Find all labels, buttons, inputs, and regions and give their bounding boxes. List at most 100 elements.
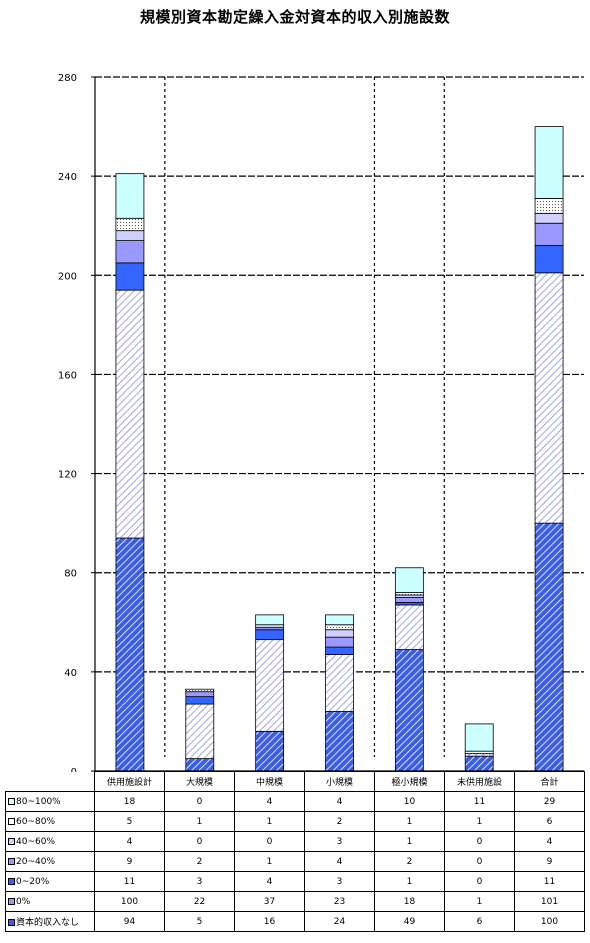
y-tick-label: 40 [64, 668, 77, 679]
column-header: 大規模 [164, 771, 235, 792]
y-tick-label: 280 [58, 73, 77, 84]
table-cell: 1 [234, 811, 305, 832]
bar-segment [325, 624, 354, 631]
table-cell: 0 [164, 791, 235, 812]
table-row: 40~60% 4 0 0 3 1 0 4 [5, 831, 585, 852]
table-row: 0% 100 22 37 23 18 1 101 [5, 891, 585, 912]
table-cell: 4 [234, 871, 305, 892]
table-row: 20~40% 9 2 1 4 2 0 9 [5, 851, 585, 872]
row-header: 80~100% [5, 791, 95, 812]
row-header: 0% [5, 891, 95, 912]
bar-segment [115, 217, 145, 232]
table-cell: 1 [444, 891, 515, 912]
bar-segment [115, 230, 145, 241]
bar-segment [325, 711, 354, 772]
table-cell: 29 [514, 791, 585, 812]
table-cell: 3 [304, 871, 375, 892]
bar-segment [534, 222, 564, 246]
bar-segment [255, 614, 285, 626]
legend-swatch [8, 797, 15, 805]
table-cell: 4 [94, 831, 165, 852]
column-header: 合計 [514, 771, 585, 792]
legend-swatch [8, 857, 15, 865]
bar-segment [115, 289, 145, 539]
row-label: 0% [16, 896, 31, 907]
table-cell: 4 [304, 851, 375, 872]
bar-segment [534, 272, 564, 524]
bar-segment [534, 522, 564, 772]
table-cell: 23 [304, 891, 375, 912]
table-cell: 0 [444, 831, 515, 852]
legend-swatch [8, 877, 15, 885]
row-label: 60~80% [16, 816, 55, 827]
table-cell: 11 [444, 791, 515, 812]
bar-segment [185, 696, 215, 705]
bar-segment [325, 636, 354, 648]
bar-segment [115, 173, 145, 219]
table-cell: 11 [94, 871, 165, 892]
bar-segment [255, 639, 285, 732]
table-cell: 9 [514, 851, 585, 872]
column-header: 中規模 [234, 771, 305, 792]
table-row: 0~20% 11 3 4 3 1 0 11 [5, 871, 585, 892]
bar-segment [325, 629, 354, 638]
bar-segment [534, 212, 564, 224]
table-cell: 4 [304, 791, 375, 812]
table-cell: 101 [514, 891, 585, 912]
table-cell: 6 [444, 911, 515, 932]
column-header: 供用施設計 [94, 771, 165, 792]
bar-segment [534, 198, 564, 214]
bar-segment [464, 723, 494, 752]
row-label: 資本的収入なし [16, 918, 80, 928]
bar-segment [394, 604, 424, 650]
table-cell: 2 [164, 851, 235, 872]
table-cell: 11 [514, 871, 585, 892]
bar-segment [185, 758, 215, 772]
table-cell: 1 [374, 871, 445, 892]
y-tick-label: 120 [58, 470, 77, 481]
y-tick-label: 200 [58, 271, 77, 282]
row-label: 20~40% [16, 856, 55, 867]
row-header: 資本的収入なし [5, 911, 95, 932]
legend-swatch [8, 919, 15, 926]
bar-segment [255, 629, 285, 641]
table-cell: 100 [514, 911, 585, 932]
legend-swatch [8, 817, 15, 825]
column-header: 未供用施設 [444, 771, 515, 792]
bar-segment [115, 262, 145, 291]
y-tick-label: 80 [64, 569, 77, 580]
table-cell: 4 [514, 831, 585, 852]
bar-segment [255, 730, 285, 772]
table-cell: 0 [444, 871, 515, 892]
bar-segment [394, 649, 424, 772]
table-corner [5, 771, 95, 792]
table-cell: 24 [304, 911, 375, 932]
y-tick-label: 0 [71, 767, 77, 772]
bar-segment [325, 646, 354, 655]
table-cell: 94 [94, 911, 165, 932]
table-cell: 49 [374, 911, 445, 932]
table-cell: 22 [164, 891, 235, 912]
table-cell: 0 [164, 831, 235, 852]
table-row: 80~100% 18 0 4 4 10 11 29 [5, 791, 585, 812]
row-header: 60~80% [5, 811, 95, 832]
table-cell: 37 [234, 891, 305, 912]
y-tick-label: 240 [58, 172, 77, 183]
table-cell: 1 [164, 811, 235, 832]
table-cell: 1 [374, 811, 445, 832]
table-row: 60~80% 5 1 1 2 1 1 6 [5, 811, 585, 832]
bar-segment [325, 654, 354, 712]
table-cell: 2 [374, 851, 445, 872]
row-header: 40~60% [5, 831, 95, 852]
row-label: 80~100% [16, 796, 61, 807]
table-cell: 1 [234, 851, 305, 872]
table-cell: 18 [94, 791, 165, 812]
row-label: 0~20% [16, 876, 50, 887]
bar-segment [115, 537, 145, 772]
legend-swatch [8, 837, 15, 845]
row-header: 20~40% [5, 851, 95, 872]
table-cell: 3 [164, 871, 235, 892]
table-header-row: 供用施設計 大規模 中規模 小規模 極小規模 未供用施設 合計 [5, 771, 585, 792]
bar-segment [394, 567, 424, 593]
bar-segment [185, 688, 215, 693]
